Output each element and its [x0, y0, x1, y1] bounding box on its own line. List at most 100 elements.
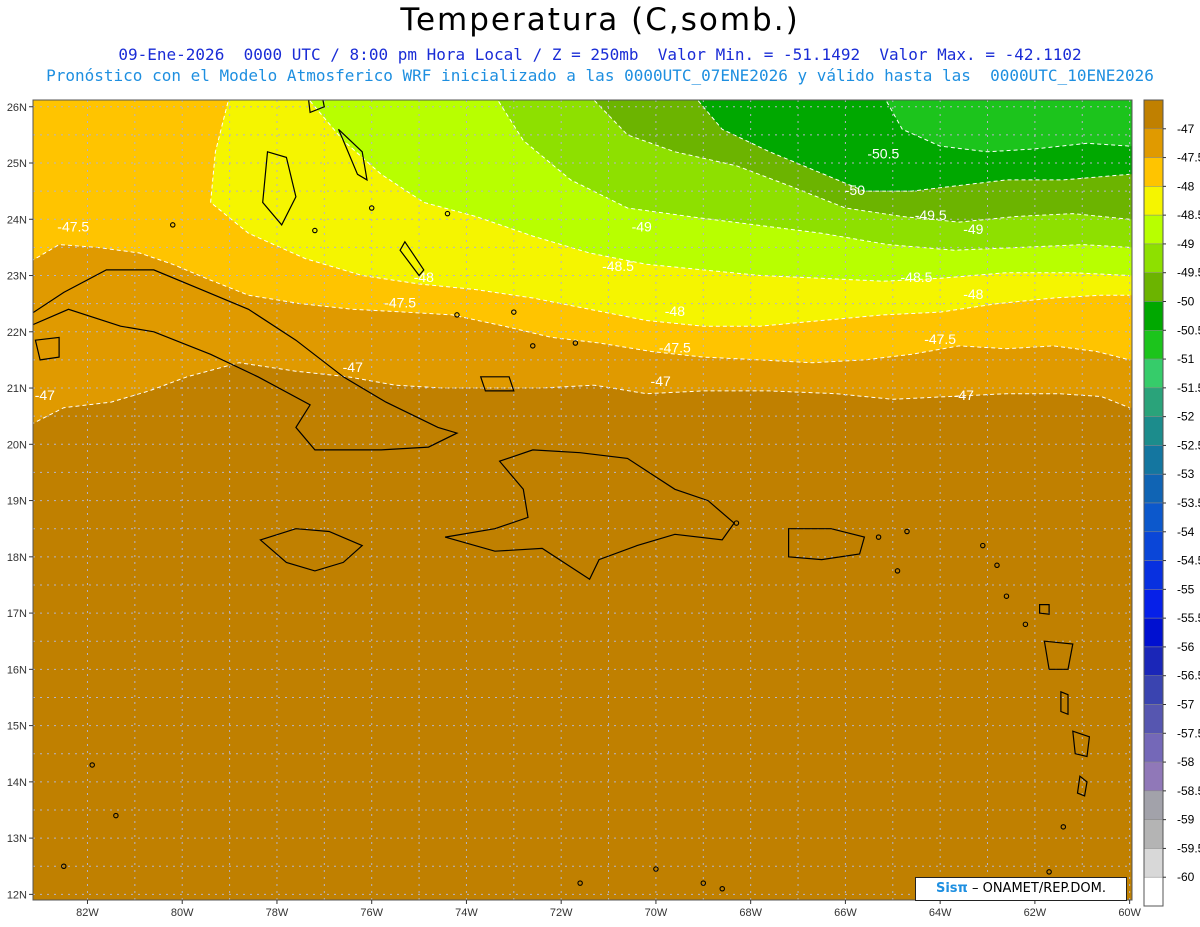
coast-dominica [1060, 690, 1069, 716]
contour-label: -47 [35, 387, 55, 403]
small-island [1003, 593, 1010, 599]
model-info-line: Pronóstico con el Modelo Atmosferico WRF… [46, 66, 1154, 85]
colorbar-swatch [1143, 819, 1164, 849]
colorbar-swatch [1143, 128, 1164, 158]
small-island [577, 880, 583, 886]
colorbar-swatch [1143, 157, 1164, 187]
colorbar-label: -60 [1177, 870, 1195, 884]
contour-label: -47.5 [659, 339, 691, 355]
coast-andros [262, 151, 297, 226]
lon-label: 60W [1118, 907, 1141, 919]
lon-label: 66W [834, 907, 857, 919]
colorbar-label: -59 [1177, 813, 1195, 827]
lat-label: 21N [7, 383, 27, 395]
coast-eleuthera [337, 128, 368, 182]
colorbar: -47 -47.5 -48 -48.5 -49 -49.5 -50 -50.5 -51 -51.5… [1143, 99, 1200, 907]
colorbar-swatch [1143, 243, 1164, 273]
coast-hispaniola [444, 449, 735, 581]
colorbar-label: -50.5 [1177, 323, 1200, 337]
colorbar-swatch [1143, 646, 1164, 676]
lat-label: 16N [7, 664, 27, 676]
colorbar-swatch [1143, 445, 1164, 475]
lat-label: 25N [7, 158, 27, 170]
colorbar-swatch [1143, 186, 1164, 216]
coast-isla-juventud [34, 336, 60, 361]
colorbar-label: -53.5 [1177, 496, 1200, 510]
contour-label: -47 [651, 373, 671, 389]
lat-label: 15N [7, 721, 27, 733]
colorbar-label: -47 [1177, 122, 1195, 136]
lat-label: 26N [7, 102, 27, 114]
colorbar-label: -51.5 [1177, 381, 1200, 395]
small-island [875, 534, 882, 540]
lon-label: 68W [739, 907, 762, 919]
lon-label: 82W [76, 907, 99, 919]
contour-label: -48.5 [901, 269, 933, 285]
colorbar-label: -54 [1177, 525, 1195, 539]
lat-label: 20N [7, 439, 27, 451]
contour-label: -48 [963, 286, 983, 302]
colorbar-swatch [1143, 733, 1164, 763]
colorbar-label: -55 [1177, 582, 1195, 596]
lat-label: 13N [7, 833, 27, 845]
colorbar-label: -52 [1177, 410, 1195, 424]
lon-label: 72W [550, 907, 573, 919]
colorbar-label: -48 [1177, 179, 1195, 193]
small-island [61, 863, 67, 869]
colorbar-swatch [1143, 761, 1164, 792]
contour-label: -47.5 [924, 331, 956, 347]
colorbar-swatch [1143, 272, 1164, 302]
lat-label: 23N [7, 271, 27, 283]
colorbar-label: -51 [1177, 352, 1195, 366]
colorbar-swatch [1143, 675, 1164, 705]
lon-label: 78W [266, 907, 289, 919]
contour-label: -48 [414, 269, 434, 285]
lat-label: 22N [7, 327, 27, 339]
small-island [444, 210, 451, 217]
lat-label: 14N [7, 777, 27, 789]
contour-label: -47.5 [57, 218, 89, 234]
lat-label: 24N [7, 214, 27, 226]
colorbar-label: -49 [1177, 237, 1195, 251]
small-island [980, 542, 986, 549]
contour-b485 [308, 100, 1130, 282]
credit-box: Sisπ – ONAMET/REP.DOM. [915, 877, 1127, 901]
contour-label: -50.5 [867, 145, 899, 161]
contour-label: -47 [343, 359, 363, 375]
colorbar-swatch [1143, 617, 1164, 648]
shaded-temperature-field [33, 100, 1132, 900]
credit-text: – ONAMET/REP.DOM. [971, 881, 1106, 896]
colorbar-label: -53 [1177, 467, 1195, 481]
small-island [89, 762, 95, 768]
colorbar-swatch [1143, 358, 1164, 389]
contour-b505 [885, 100, 1130, 153]
lat-lon-grid [33, 100, 1132, 900]
forecast-time-line: 09-Ene-2026 0000 UTC / 8:00 pm Hora Loca… [118, 45, 1082, 64]
colorbar-label: -56.5 [1177, 669, 1200, 683]
colorbar-swatch [1143, 560, 1164, 590]
contour-b48 [210, 100, 1130, 327]
small-island [1060, 824, 1067, 830]
coast-puerto-rico [788, 528, 866, 561]
contour-label: -49.5 [915, 207, 947, 223]
small-island [572, 340, 579, 346]
small-island [719, 885, 725, 892]
lon-label: 76W [360, 907, 383, 919]
contour-label: -49 [632, 218, 652, 234]
colorbar-swatch [1143, 589, 1164, 619]
small-island [1022, 621, 1029, 628]
coast-long-island [399, 240, 425, 277]
lat-label: 19N [7, 496, 27, 508]
contour-label: -50 [845, 182, 865, 198]
lon-label: 80W [171, 907, 194, 919]
coast-abaco [308, 100, 325, 114]
colorbar-label: -52.5 [1177, 438, 1200, 452]
plot-frame [32, 99, 1133, 901]
small-island [994, 562, 1000, 569]
colorbar-label: -57 [1177, 698, 1195, 712]
small-island [700, 880, 707, 886]
lon-label: 62W [1024, 907, 1047, 919]
contour-lines [33, 100, 1130, 424]
colorbar-label: -47.5 [1177, 151, 1200, 165]
colorbar-swatch [1143, 301, 1164, 331]
